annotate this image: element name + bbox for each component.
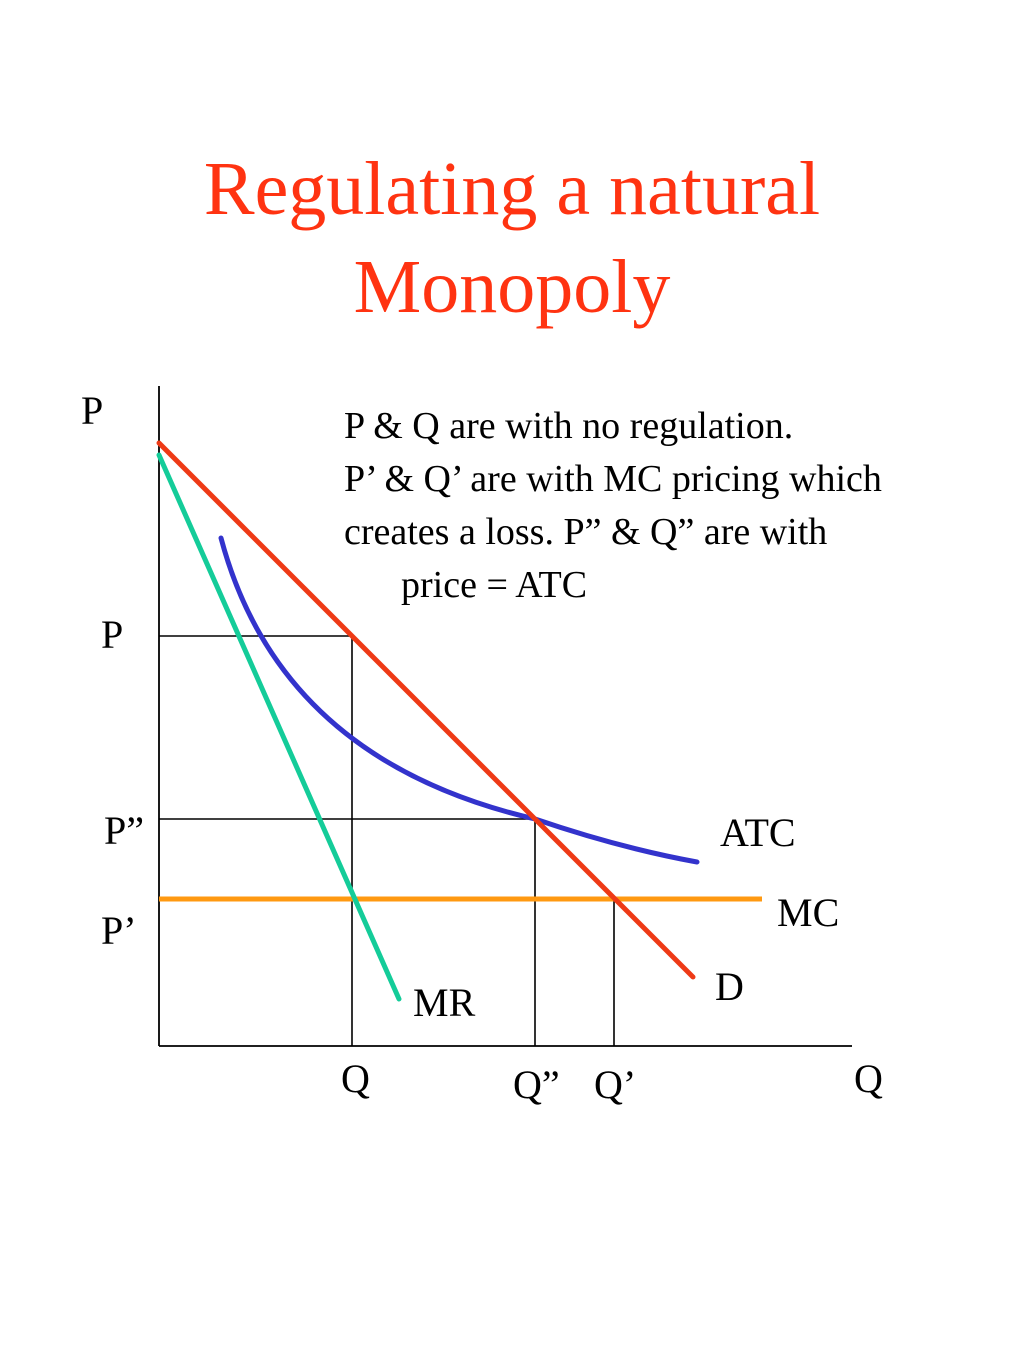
atc-label: ATC [720, 810, 796, 855]
note-line-3: creates a loss. P” & Q” are with [344, 511, 828, 553]
mc-label: MC [777, 890, 839, 935]
quantity-label-q-double: Q” [513, 1062, 560, 1107]
title-line-1: Regulating a natural [203, 147, 821, 231]
y-axis-label: P [81, 388, 103, 433]
price-label-p-double: P” [104, 808, 144, 853]
demand-label: D [715, 964, 744, 1009]
axes [158, 386, 852, 1047]
slide-title: Regulating a natural Monopoly [0, 140, 1024, 336]
mr-label: MR [413, 980, 476, 1025]
note-line-4: price = ATC [401, 564, 588, 606]
atc-curve [218, 535, 700, 865]
note-line-1: P & Q are with no regulation. [344, 405, 794, 447]
price-label-p-prime: P’ [101, 908, 137, 953]
x-axis-label: Q [854, 1056, 883, 1101]
quantity-label-q: Q [341, 1056, 370, 1101]
quantity-label-q-prime: Q’ [594, 1062, 636, 1107]
explanation-note: P & Q are with no regulation. P’ & Q’ ar… [344, 400, 1014, 612]
mr-curve [156, 452, 402, 1002]
note-line-2: P’ & Q’ are with MC pricing which [344, 458, 882, 500]
demand-curve [156, 440, 696, 980]
reference-lines [159, 635, 615, 1046]
price-label-p: P [101, 612, 123, 657]
title-line-2: Monopoly [353, 245, 671, 329]
